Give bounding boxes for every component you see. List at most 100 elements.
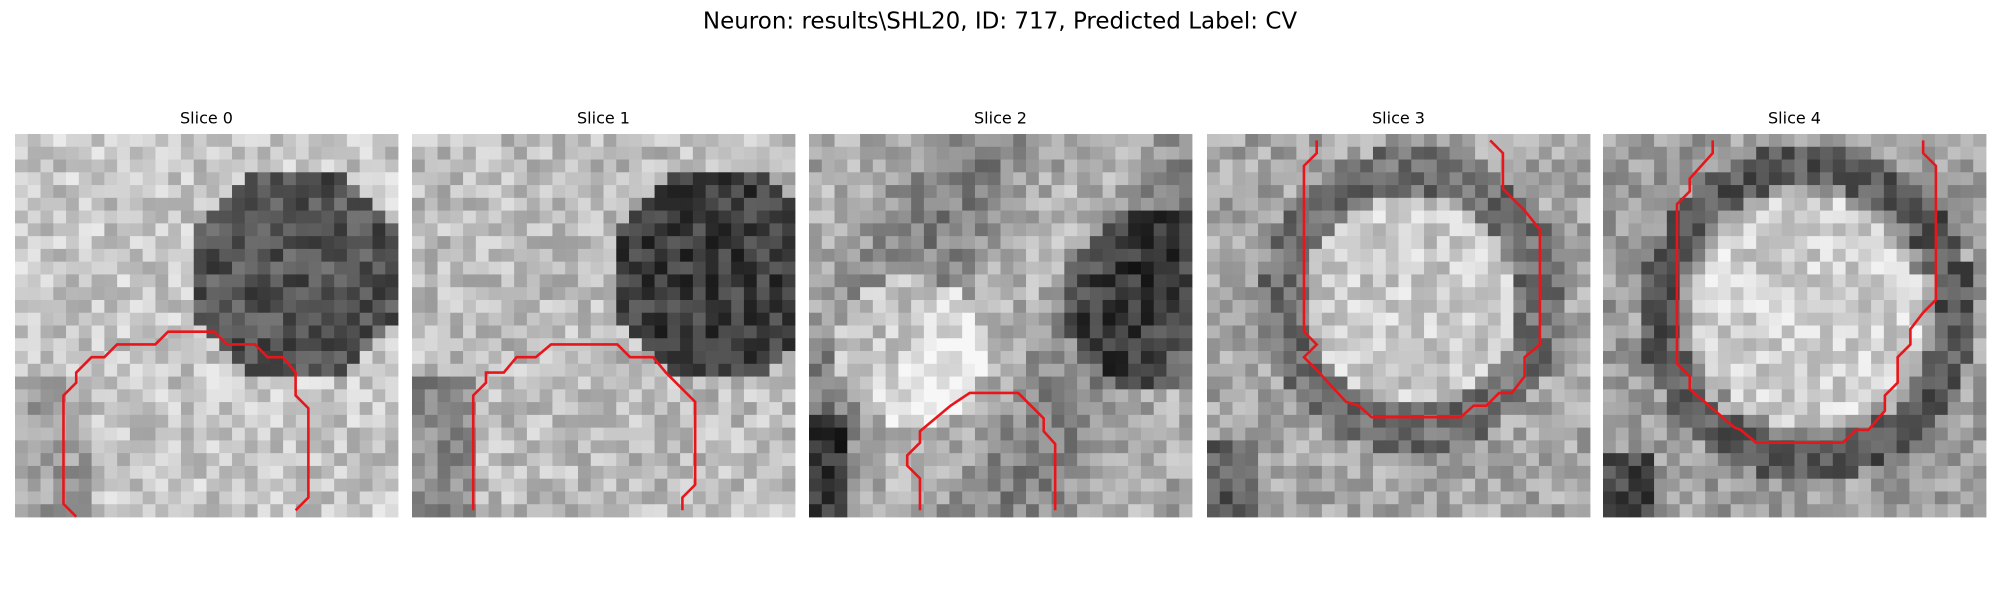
pixel [1538,338,1553,352]
pixel [1909,478,1923,492]
pixel [1153,299,1167,314]
pixel [295,172,310,186]
pixel [936,363,950,377]
pixel [244,236,258,250]
pixel [692,312,707,326]
pixel [860,453,874,467]
pixel [1947,159,1961,173]
pixel [1717,287,1732,301]
pixel [1462,504,1476,518]
pixel [1717,185,1732,199]
pixel [769,402,783,416]
pixel [809,376,823,390]
pixel [1717,363,1732,377]
pixel [53,146,67,160]
pixel [1564,299,1578,314]
pixel [1615,491,1629,505]
pixel [1140,210,1155,224]
pixel [1411,172,1425,186]
pixel [1153,159,1167,173]
pixel [1807,236,1821,250]
pixel [1026,248,1040,263]
pixel [1960,299,1974,314]
pixel [1679,261,1693,275]
pixel [1398,376,1412,390]
pixel [1781,134,1795,148]
pixel [1115,414,1129,429]
pixel [962,491,976,505]
pixel [283,427,297,441]
pixel [155,351,169,365]
pixel [78,185,92,199]
pixel [1909,146,1923,160]
pixel [1820,504,1834,518]
pixel [809,465,823,480]
pixel [1064,223,1078,237]
pixel [244,389,258,403]
pixel [565,197,579,211]
pixel [1424,312,1438,326]
pixel [743,414,758,429]
pixel [1845,236,1859,250]
pixel [1309,287,1323,301]
pixel [232,363,246,377]
pixel [270,504,284,518]
pixel [15,236,29,250]
pixel [27,491,41,505]
pixel [1883,376,1898,390]
pixel [40,478,54,492]
pixel [1564,236,1578,250]
pixel [1603,172,1617,186]
pixel [142,299,156,314]
pixel [756,287,770,301]
pixel [488,351,502,365]
pixel [1538,402,1553,416]
pixel [1385,210,1399,224]
pixel [117,261,131,275]
pixel [308,478,322,492]
pixel [1973,491,1987,505]
pixel [1258,210,1272,224]
pixel [168,236,182,250]
pixel [1140,402,1155,416]
pixel [705,389,719,403]
pixel [385,312,399,326]
pixel [91,299,105,314]
pixel [1398,389,1412,403]
pixel [1896,376,1910,390]
pixel [1845,185,1859,199]
pixel [1922,363,1936,377]
pixel [1219,146,1233,160]
image-panel [15,134,399,518]
pixel [450,465,464,480]
pixel [1207,274,1221,288]
pixel [424,325,438,339]
pixel [514,376,528,390]
pixel [987,351,1001,365]
pixel [1934,159,1949,173]
pixel [1475,453,1489,467]
pixel [346,185,361,199]
pixel [923,210,938,224]
pixel [1270,299,1284,314]
pixel [1845,134,1859,148]
pixel [1896,414,1910,429]
pixel [385,402,399,416]
pixel [860,376,874,390]
pixel [1207,427,1221,441]
contour [1304,140,1540,417]
pixel [1871,172,1885,186]
pixel [616,223,630,237]
pixel [1603,338,1617,352]
pixel [1615,414,1629,429]
pixel [769,197,783,211]
pixel [539,312,553,326]
pixel [860,274,874,288]
pixel [1909,453,1923,467]
pixel [168,504,182,518]
pixel [372,236,386,250]
pixel [1179,440,1193,454]
pixel [936,236,950,250]
pixel [283,453,297,467]
pixel [987,172,1001,186]
